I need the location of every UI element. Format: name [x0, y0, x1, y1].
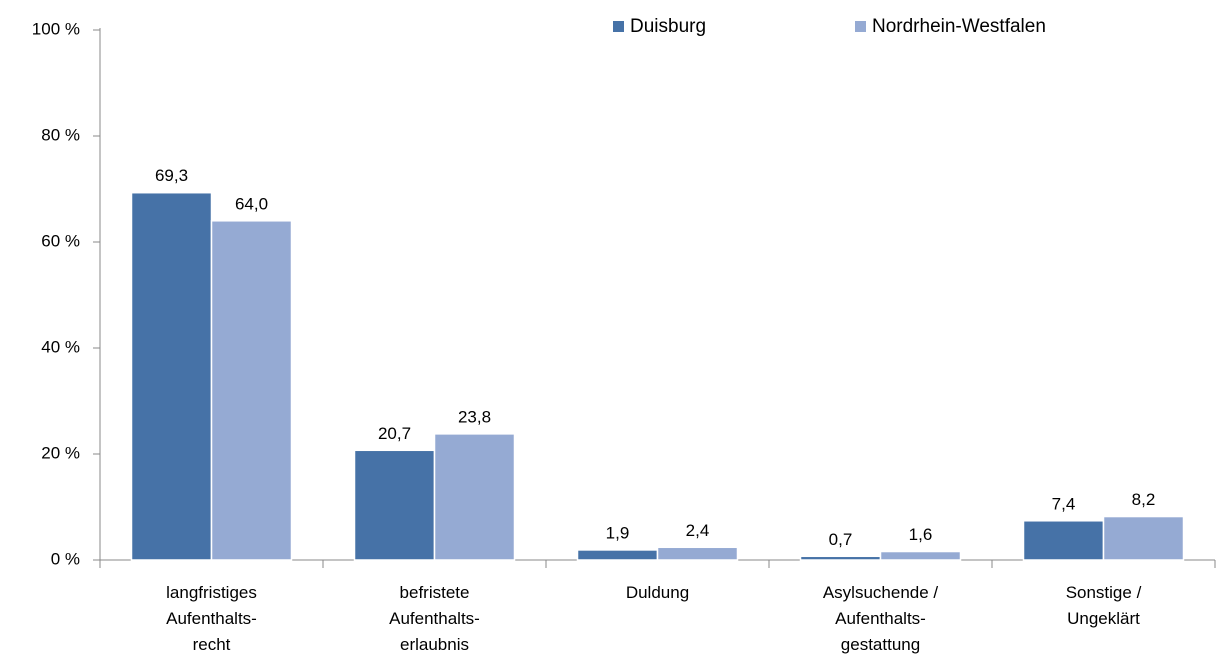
- bar: [576, 549, 659, 561]
- x-tick-label: befristete Aufenthalts- erlaubnis: [389, 583, 480, 654]
- legend-label: Duisburg: [630, 16, 706, 37]
- y-tick-label: 80 %: [41, 125, 80, 144]
- bar: [799, 555, 882, 561]
- y-tick-label: 20 %: [41, 443, 80, 462]
- bar: [353, 449, 436, 561]
- value-label: 8,2: [1132, 490, 1156, 509]
- value-label: 2,4: [686, 521, 710, 540]
- bar: [656, 546, 739, 561]
- value-label: 20,7: [378, 424, 411, 443]
- bar: [879, 550, 962, 561]
- x-tick-label: Duldung: [625, 583, 690, 602]
- y-tick-label: 40 %: [41, 337, 80, 356]
- y-tick-label: 60 %: [41, 231, 80, 250]
- bar: [210, 220, 293, 561]
- value-label: 0,7: [829, 530, 853, 549]
- bar: [433, 433, 516, 561]
- x-tick-label: Sonstige / Ungeklärt: [1065, 583, 1142, 628]
- value-label: 1,6: [909, 525, 933, 544]
- bar: [1022, 520, 1105, 561]
- x-tick-label: Asylsuchende / Aufenthalts- gestattung: [822, 583, 939, 654]
- value-label: 1,9: [606, 523, 630, 542]
- y-tick-label: 100 %: [32, 19, 80, 38]
- bar: [1102, 515, 1185, 561]
- value-label: 64,0: [235, 194, 268, 213]
- value-label: 7,4: [1052, 494, 1076, 513]
- legend-swatch: [855, 21, 866, 32]
- bar: [130, 191, 213, 561]
- x-tick-label: langfristiges Aufenthalts- recht: [166, 583, 257, 654]
- value-label: 69,3: [155, 166, 188, 185]
- y-tick-label: 0 %: [51, 549, 80, 568]
- value-label: 23,8: [458, 407, 491, 426]
- legend-swatch: [613, 21, 624, 32]
- legend-label: Nordrhein-Westfalen: [872, 16, 1046, 37]
